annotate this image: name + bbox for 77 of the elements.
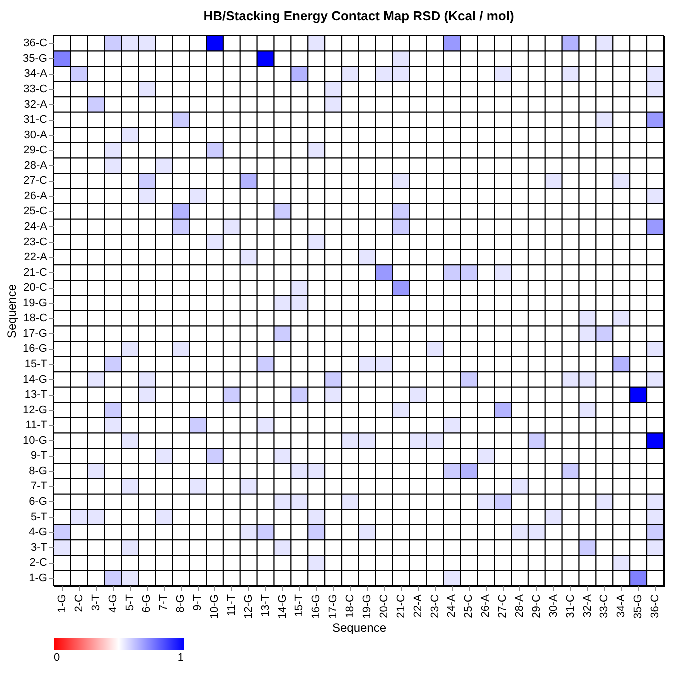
- x-tick-label: 15-T: [294, 594, 306, 618]
- color-bar-label: 1: [178, 652, 184, 664]
- y-tick-label: 35-G: [23, 52, 48, 65]
- x-tick-label: 10-G: [208, 594, 221, 619]
- y-tick-label: 1-G: [29, 572, 48, 584]
- y-tick-label: 19-G: [23, 297, 48, 310]
- y-tick-label: 12-G: [23, 404, 48, 416]
- x-tick-label: 35-G: [632, 594, 645, 619]
- x-tick-label: 16-G: [310, 594, 323, 619]
- x-tick-label: 28-A: [514, 594, 526, 618]
- y-tick-label: 21-C: [24, 266, 48, 279]
- x-tick-label: 9-T: [192, 594, 204, 611]
- y-tick-label: 14-G: [23, 374, 48, 386]
- y-tick-label: 36-C: [24, 38, 48, 50]
- y-tick-label: 3-T: [31, 542, 48, 554]
- chart-title: HB/Stacking Energy Contact Map RSD (Kcal / mol): [204, 8, 514, 24]
- x-tick-label: 23-C: [429, 594, 442, 618]
- y-tick-label: 28-A: [24, 160, 48, 172]
- y-tick-label: 4-G: [29, 526, 48, 539]
- y-tick-label: 11-T: [26, 420, 48, 432]
- x-tick-label: 19-G: [361, 594, 374, 619]
- x-tick-label: 34-A: [616, 594, 628, 618]
- x-tick-label: 25-C: [463, 594, 476, 618]
- y-tick-label: 5-T: [31, 511, 48, 524]
- x-tick-label: 29-C: [530, 594, 543, 618]
- y-tick-label: 9-T: [31, 450, 48, 462]
- x-tick-label: 33-C: [598, 594, 611, 618]
- x-axis-title: Sequence: [332, 620, 387, 635]
- x-tick-label: 7-T: [158, 594, 170, 611]
- x-tick-label: 24-A: [446, 594, 458, 618]
- y-tick-label: 17-G: [23, 328, 48, 340]
- x-tick-label: 1-G: [56, 594, 68, 613]
- x-tick-label: 20-C: [378, 594, 390, 618]
- y-tick-label: 34-A: [24, 68, 48, 80]
- x-tick-label: 21-C: [395, 594, 408, 618]
- x-tick-label: 17-G: [328, 594, 340, 619]
- x-tick-label: 14-G: [276, 594, 289, 619]
- y-tick-label: 24-A: [24, 220, 48, 233]
- x-tick-label: 5-T: [124, 594, 136, 611]
- y-tick-label: 32-A: [24, 98, 48, 111]
- x-tick-label: 13-T: [260, 594, 272, 618]
- color-bar-label: 0: [54, 652, 60, 664]
- y-tick-label: 16-G: [23, 343, 48, 356]
- x-tick-label: 18-C: [344, 594, 357, 618]
- y-tick-label: 10-G: [23, 434, 48, 447]
- x-tick-label: 4-G: [107, 594, 120, 613]
- y-tick-label: 31-C: [24, 114, 48, 126]
- x-tick-label: 2-C: [73, 594, 86, 612]
- x-tick-label: 27-C: [497, 594, 510, 618]
- y-tick-label: 6-G: [29, 496, 48, 508]
- x-tick-label: 36-C: [650, 594, 662, 618]
- y-tick-label: 25-C: [24, 206, 48, 218]
- y-tick-label: 18-C: [24, 312, 48, 325]
- x-tick-label: 6-G: [141, 594, 154, 613]
- x-tick-label: 26-A: [480, 594, 492, 618]
- x-tick-label: 8-G: [175, 594, 188, 613]
- y-tick-label: 7-T: [31, 480, 48, 493]
- y-tick-label: 27-C: [24, 175, 48, 188]
- x-tick-label: 11-T: [226, 594, 238, 616]
- y-tick-label: 29-C: [24, 144, 48, 157]
- x-tick-label: 22-A: [412, 594, 424, 618]
- x-tick-label: 12-G: [242, 594, 255, 619]
- y-axis-title: Sequence: [5, 284, 20, 339]
- y-tick-label: 30-A: [24, 129, 48, 142]
- x-tick-label: 32-A: [582, 594, 594, 618]
- y-tick-label: 8-G: [29, 465, 48, 478]
- x-tick-label: 3-T: [90, 594, 102, 611]
- y-tick-label: 20-C: [24, 282, 48, 294]
- y-tick-label: 22-A: [24, 252, 48, 264]
- y-tick-label: 33-C: [24, 83, 48, 96]
- y-tick-label: 26-A: [24, 190, 48, 202]
- x-tick-label: 31-C: [564, 594, 577, 618]
- y-tick-label: 23-C: [24, 236, 48, 248]
- y-tick-label: 13-T: [24, 389, 48, 402]
- y-tick-label: 15-T: [24, 358, 48, 370]
- y-tick-label: 2-C: [30, 557, 48, 570]
- x-tick-label: 30-A: [548, 594, 560, 618]
